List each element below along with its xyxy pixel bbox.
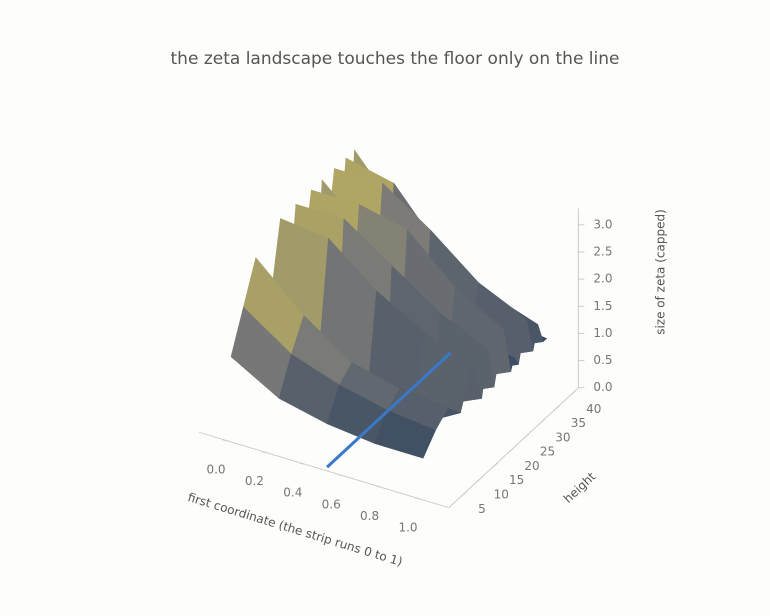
z-tick-label: 1.0: [593, 326, 612, 340]
y-tick: [568, 390, 576, 397]
x-tick: [338, 474, 344, 477]
x-tick: [299, 462, 305, 465]
z-tick-label: 2.5: [593, 244, 612, 258]
x-tick-label: 0.8: [360, 509, 379, 523]
y-tick: [491, 462, 499, 469]
y-tick: [460, 490, 468, 497]
y-tick: [522, 433, 530, 440]
x-tick: [261, 451, 267, 454]
y-tick: [553, 405, 561, 411]
x-tick-label: 0.4: [283, 486, 302, 500]
y-tick: [507, 448, 514, 454]
y-tick-label: 35: [571, 416, 586, 430]
chart-title: the zeta landscape touches the floor onl…: [171, 49, 620, 69]
surface-patch: [374, 410, 436, 459]
z-axis-title: size of zeta (capped): [654, 209, 668, 335]
x-tick-label: 0.0: [206, 463, 225, 477]
z-tick-label: 0.5: [593, 353, 612, 367]
critical-line: [326, 351, 452, 469]
y-tick-label: 30: [555, 430, 570, 444]
y-tick-label: 10: [494, 487, 509, 501]
z-tick-label: 0.0: [593, 380, 612, 394]
y-tick-label: 5: [478, 502, 486, 516]
z-tick-label: 2.0: [593, 272, 612, 286]
z-tick-label: 3.0: [593, 217, 612, 231]
y-tick-label: 20: [524, 459, 539, 473]
x-tick: [414, 497, 421, 500]
y-tick-label: 15: [509, 473, 524, 487]
x-tick-label: 1.0: [398, 521, 417, 535]
x-tick: [376, 485, 382, 488]
y-tick-label: 40: [586, 402, 601, 416]
y-tick: [476, 476, 483, 483]
z-tick-label: 1.5: [593, 299, 612, 313]
y-tick: [537, 419, 545, 426]
x-axis: [199, 431, 449, 509]
x-tick: [222, 439, 229, 442]
x-tick-label: 0.6: [322, 497, 341, 511]
y-tick-label: 25: [540, 445, 555, 459]
x-tick-label: 0.2: [245, 474, 264, 488]
